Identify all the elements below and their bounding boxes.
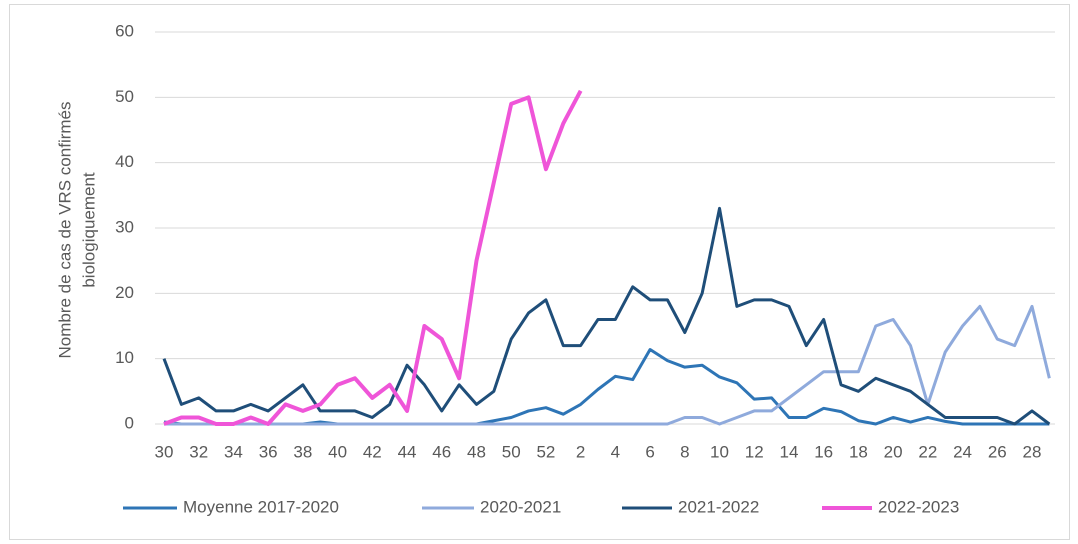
chart-frame	[9, 4, 1070, 540]
y-tick-label: 10	[115, 348, 134, 367]
x-tick-label: 22	[918, 442, 937, 461]
x-tick-label: 12	[745, 442, 764, 461]
x-tick-label: 28	[1023, 442, 1042, 461]
x-tick-label: 40	[328, 442, 347, 461]
x-tick-label: 18	[849, 442, 868, 461]
x-tick-label: 8	[680, 442, 689, 461]
x-tick-label: 14	[779, 442, 798, 461]
x-tick-label: 30	[155, 442, 174, 461]
y-tick-label: 20	[115, 283, 134, 302]
x-tick-label: 44	[398, 442, 417, 461]
x-tick-label: 32	[189, 442, 208, 461]
series-line	[163, 89, 583, 426]
y-axis-title: Nombre de cas de VRS confirmés	[55, 102, 74, 359]
x-tick-label: 42	[363, 442, 382, 461]
x-tick-label: 4	[611, 442, 620, 461]
y-tick-label: 60	[115, 21, 134, 40]
x-tick-label: 10	[710, 442, 729, 461]
x-tick-label: 24	[953, 442, 972, 461]
legend-label: Moyenne 2017-2020	[183, 497, 339, 516]
x-tick-label: 50	[502, 442, 521, 461]
x-tick-label: 38	[293, 442, 312, 461]
x-tick-label: 36	[259, 442, 278, 461]
y-tick-label: 50	[115, 87, 134, 106]
series-line	[162, 206, 1051, 426]
x-tick-label: 2	[576, 442, 585, 461]
x-tick-label: 34	[224, 442, 243, 461]
legend-label: 2021-2022	[678, 497, 759, 516]
legend-label: 2022-2023	[878, 497, 959, 516]
x-tick-label: 46	[432, 442, 451, 461]
y-tick-label: 0	[125, 413, 134, 432]
x-tick-label: 20	[884, 442, 903, 461]
y-tick-label: 40	[115, 152, 134, 171]
x-tick-label: 6	[645, 442, 654, 461]
x-tick-label: 48	[467, 442, 486, 461]
y-tick-label: 30	[115, 217, 134, 236]
legend-label: 2020-2021	[480, 497, 561, 516]
x-tick-label: 16	[814, 442, 833, 461]
x-tick-label: 52	[536, 442, 555, 461]
series-line	[164, 304, 1051, 426]
y-axis-title: biologiquement	[79, 172, 98, 288]
x-tick-label: 26	[988, 442, 1007, 461]
